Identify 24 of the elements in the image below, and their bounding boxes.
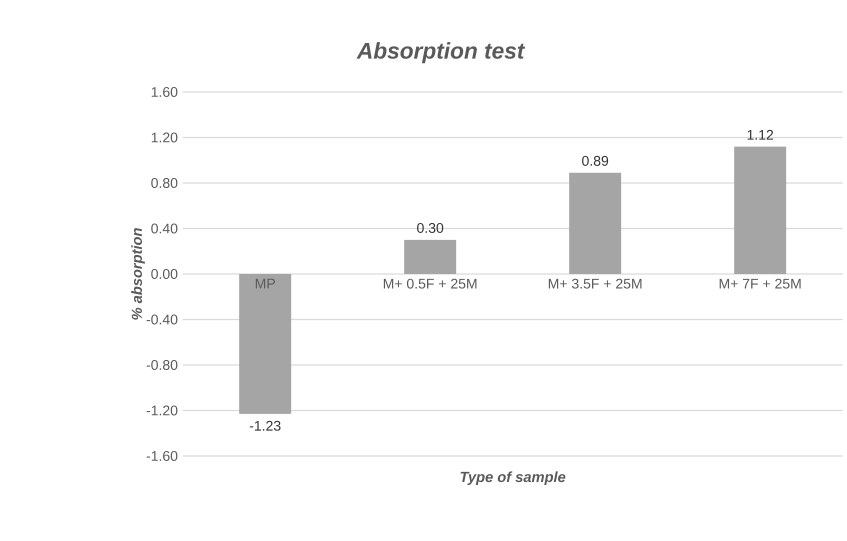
y-tick-label: 0.00 bbox=[151, 269, 178, 279]
x-tick-label: M+ 7F + 25M bbox=[720, 278, 801, 289]
data-label: -1.23 bbox=[250, 420, 281, 431]
y-tick-label: -1.60 bbox=[146, 451, 178, 461]
y-tick-label: -0.80 bbox=[146, 360, 178, 370]
data-label: 1.12 bbox=[748, 130, 774, 140]
bar bbox=[404, 240, 456, 274]
y-tick-label: 1.60 bbox=[152, 87, 178, 97]
x-tick-label: M+ 0.5F + 25M bbox=[384, 278, 476, 289]
bar bbox=[734, 146, 786, 274]
x-axis-title: Type of sample bbox=[460, 471, 566, 486]
y-tick-label: -0.40 bbox=[146, 314, 178, 324]
y-axis-title: % absorption bbox=[131, 228, 145, 320]
y-tick-label: -1.20 bbox=[146, 406, 178, 416]
y-tick-label: 0.80 bbox=[151, 178, 178, 188]
chart-title: Absorption test bbox=[356, 42, 526, 64]
bar bbox=[239, 274, 292, 414]
x-tick-label: M+ 3.5F + 25M bbox=[548, 278, 642, 289]
data-label: 0.30 bbox=[417, 223, 444, 233]
bar bbox=[569, 172, 622, 274]
y-tick-label: 0.40 bbox=[151, 224, 178, 234]
y-tick-label: 1.20 bbox=[152, 132, 178, 142]
data-label: 0.89 bbox=[582, 156, 608, 166]
x-tick-label: MP bbox=[256, 278, 275, 288]
